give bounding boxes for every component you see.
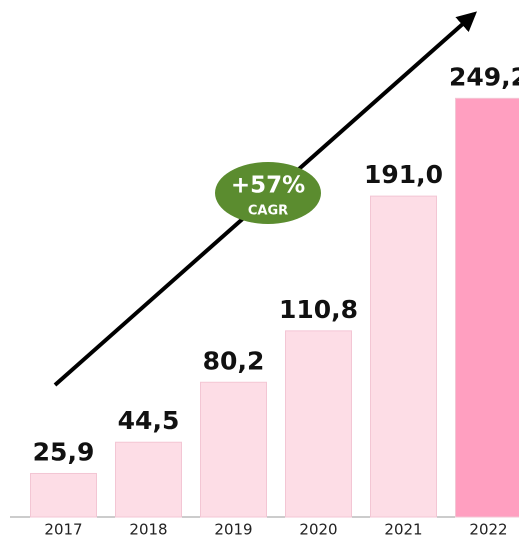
cagr-badge <box>215 162 321 224</box>
bar <box>455 97 519 518</box>
x-tick-label: 2021 <box>384 521 422 539</box>
value-label: 191,0 <box>364 160 443 189</box>
bar <box>285 330 352 518</box>
value-label: 249,2 <box>449 62 519 91</box>
x-tick-label: 2022 <box>469 521 507 539</box>
bar <box>200 381 267 518</box>
x-tick-label: 2017 <box>44 521 82 539</box>
x-tick-label: 2018 <box>129 521 167 539</box>
cagr-label: CAGR <box>248 204 288 219</box>
bar <box>370 195 437 518</box>
value-label: 110,8 <box>279 295 358 324</box>
value-label: 44,5 <box>118 406 180 435</box>
x-tick-label: 2019 <box>214 521 252 539</box>
bar <box>115 441 182 518</box>
value-label: 25,9 <box>33 437 95 466</box>
bar <box>30 472 97 518</box>
cagr-value: +57% <box>231 173 305 199</box>
x-tick-label: 2020 <box>299 521 337 539</box>
value-label: 80,2 <box>203 346 265 375</box>
